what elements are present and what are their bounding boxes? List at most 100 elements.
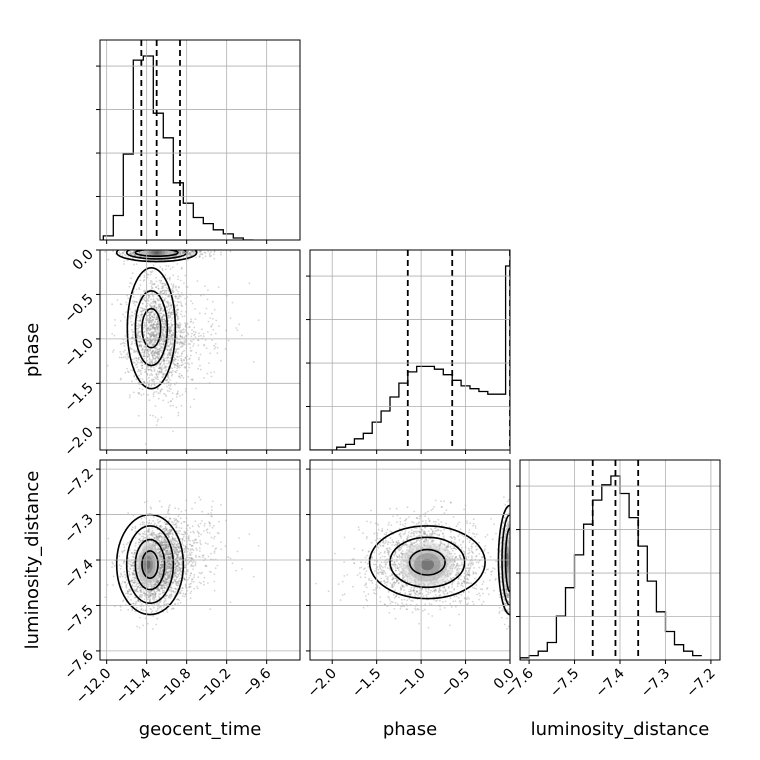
sample-point bbox=[164, 333, 167, 336]
sample-point bbox=[176, 557, 179, 559]
sample-point bbox=[161, 388, 164, 391]
sample-point bbox=[158, 305, 161, 308]
sample-point bbox=[156, 298, 159, 301]
sample-point bbox=[156, 309, 159, 312]
sample-point bbox=[174, 551, 177, 553]
sample-point bbox=[177, 325, 180, 328]
sample-point bbox=[128, 588, 131, 591]
sample-point bbox=[201, 253, 204, 256]
sample-point bbox=[174, 587, 177, 590]
sample-point bbox=[160, 570, 163, 573]
sample-point bbox=[166, 300, 169, 303]
sample-point bbox=[133, 573, 135, 575]
sample-point bbox=[157, 595, 160, 598]
sample-point bbox=[163, 536, 165, 539]
sample-point bbox=[152, 298, 155, 300]
sample-point bbox=[122, 313, 124, 316]
sample-point bbox=[183, 251, 186, 254]
sample-point bbox=[181, 361, 184, 364]
sample-point bbox=[154, 318, 157, 321]
sample-point bbox=[163, 589, 165, 592]
sample-point bbox=[152, 349, 154, 352]
sample-point bbox=[164, 595, 167, 598]
sample-point bbox=[132, 573, 134, 575]
sample-point bbox=[151, 353, 154, 356]
sample-point bbox=[167, 339, 169, 341]
sample-point bbox=[169, 316, 172, 318]
sample-point bbox=[128, 588, 131, 591]
sample-point bbox=[175, 540, 178, 542]
sample-point bbox=[162, 360, 165, 362]
sample-point bbox=[156, 317, 159, 319]
sample-point bbox=[164, 556, 167, 558]
sample-point bbox=[172, 285, 174, 287]
sample-point bbox=[157, 326, 159, 329]
sample-point bbox=[150, 595, 153, 597]
sample-point bbox=[170, 557, 173, 560]
sample-point bbox=[153, 351, 156, 354]
sample-point bbox=[160, 339, 163, 341]
sample-point bbox=[172, 274, 175, 277]
sample-point bbox=[167, 571, 170, 574]
sample-point bbox=[143, 594, 146, 597]
sample-point bbox=[203, 530, 205, 532]
sample-point bbox=[184, 367, 187, 369]
sample-point bbox=[162, 338, 165, 341]
sample-point bbox=[141, 539, 144, 542]
sample-point bbox=[129, 347, 132, 350]
sample-point bbox=[161, 589, 164, 592]
sample-point bbox=[174, 542, 176, 544]
sample-point bbox=[199, 353, 202, 356]
sample-point bbox=[151, 530, 154, 532]
sample-point bbox=[134, 552, 136, 554]
sample-point bbox=[180, 359, 183, 362]
sample-point bbox=[160, 369, 163, 372]
sample-point bbox=[163, 340, 166, 342]
sample-point bbox=[170, 554, 173, 557]
sample-point bbox=[159, 290, 162, 293]
sample-point bbox=[167, 603, 170, 605]
sample-point bbox=[190, 254, 193, 257]
sample-point bbox=[152, 264, 155, 267]
sample-point bbox=[119, 320, 122, 322]
sample-point bbox=[173, 358, 175, 361]
sample-point bbox=[206, 531, 209, 534]
sample-point bbox=[142, 538, 145, 540]
sample-point bbox=[166, 349, 169, 352]
sample-point bbox=[143, 345, 146, 348]
sample-point bbox=[114, 319, 116, 321]
sample-point bbox=[152, 596, 155, 598]
sample-point bbox=[195, 547, 198, 550]
sample-point bbox=[156, 347, 159, 350]
sample-point bbox=[155, 365, 158, 367]
sample-point bbox=[164, 365, 167, 368]
sample-point bbox=[156, 581, 158, 584]
sample-point bbox=[182, 251, 184, 253]
sample-point bbox=[169, 329, 171, 332]
sample-point bbox=[160, 558, 163, 560]
sample-point bbox=[163, 340, 166, 342]
sample-point bbox=[147, 297, 150, 300]
sample-point bbox=[165, 544, 168, 546]
sample-point bbox=[121, 252, 124, 255]
sample-point bbox=[124, 316, 126, 318]
sample-point bbox=[190, 572, 192, 575]
sample-point bbox=[121, 551, 124, 554]
sample-point bbox=[190, 572, 193, 575]
sample-point bbox=[179, 329, 182, 331]
sample-point bbox=[157, 533, 160, 535]
sample-point bbox=[182, 342, 185, 344]
sample-point bbox=[200, 543, 202, 546]
sample-point bbox=[173, 252, 176, 255]
sample-point bbox=[139, 335, 141, 338]
sample-point bbox=[148, 362, 150, 365]
sample-point bbox=[147, 329, 149, 332]
sample-point bbox=[127, 356, 130, 358]
sample-point bbox=[170, 570, 173, 573]
sample-point bbox=[168, 377, 170, 380]
sample-point bbox=[118, 555, 121, 558]
sample-point bbox=[149, 324, 152, 326]
sample-point bbox=[178, 250, 181, 253]
sample-point bbox=[177, 390, 179, 393]
sample-point bbox=[171, 361, 174, 364]
